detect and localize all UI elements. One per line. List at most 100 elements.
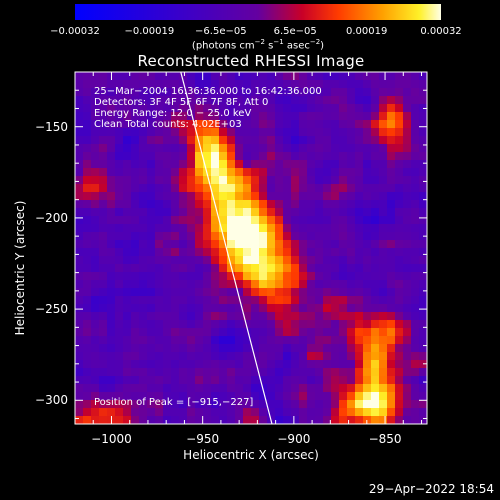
heatmap-cell (323, 256, 332, 265)
heatmap-cell (123, 328, 132, 337)
heatmap-cell (283, 240, 292, 249)
heatmap-cell (387, 144, 396, 153)
heatmap-cell (147, 184, 156, 193)
heatmap-cell (75, 416, 84, 425)
heatmap-cell (107, 200, 116, 209)
heatmap-cell (243, 208, 252, 217)
heatmap-cell (387, 176, 396, 185)
heatmap-cell (403, 336, 412, 345)
heatmap-cell (195, 344, 204, 353)
heatmap-cell (115, 112, 124, 121)
heatmap-cell (219, 384, 228, 393)
heatmap-cell (163, 120, 172, 129)
heatmap-cell (235, 128, 244, 137)
heatmap-cell (267, 128, 276, 137)
heatmap-cell (75, 168, 84, 177)
heatmap-cell (171, 160, 180, 169)
heatmap-cell (179, 368, 188, 377)
heatmap-cell (331, 296, 340, 305)
heatmap-cell (403, 320, 412, 329)
heatmap-cell (347, 240, 356, 249)
heatmap-cell (99, 144, 108, 153)
heatmap-cell (307, 160, 316, 169)
heatmap-cell (227, 168, 236, 177)
heatmap-cell (387, 216, 396, 225)
heatmap-cell (275, 144, 284, 153)
heatmap-cell (155, 272, 164, 281)
heatmap-cell (227, 216, 236, 225)
heatmap-cell (299, 224, 308, 233)
heatmap-cell (355, 280, 364, 289)
heatmap-cell (187, 408, 196, 417)
heatmap-cell (235, 344, 244, 353)
heatmap-cell (107, 184, 116, 193)
heatmap-cell (259, 120, 268, 129)
heatmap-cell (195, 104, 204, 113)
heatmap-cell (347, 136, 356, 145)
heatmap-cell (227, 400, 236, 409)
heatmap-cell (235, 400, 244, 409)
heatmap-cell (323, 264, 332, 273)
heatmap-cell (163, 248, 172, 257)
heatmap-cell (83, 352, 92, 361)
heatmap-cell (251, 80, 260, 89)
heatmap-cell (411, 304, 420, 313)
heatmap-cell (339, 176, 348, 185)
heatmap-cell (155, 360, 164, 369)
heatmap-cell (107, 80, 116, 89)
heatmap-cell (299, 312, 308, 321)
heatmap-cell (91, 208, 100, 217)
heatmap-cell (171, 112, 180, 121)
heatmap-cell (195, 368, 204, 377)
heatmap-cell (411, 152, 420, 161)
heatmap-cell (171, 408, 180, 417)
heatmap-cell (411, 416, 420, 425)
heatmap-cell (275, 264, 284, 273)
heatmap-cell (347, 200, 356, 209)
heatmap-cell (331, 168, 340, 177)
heatmap-cell (315, 72, 324, 81)
heatmap-cell (283, 384, 292, 393)
heatmap-cell (403, 288, 412, 297)
heatmap-cell (299, 304, 308, 313)
heatmap-cell (331, 208, 340, 217)
heatmap-cell (155, 96, 164, 105)
heatmap-cell (275, 384, 284, 393)
heatmap-cell (155, 296, 164, 305)
heatmap-cell (259, 208, 268, 217)
heatmap-cell (379, 328, 388, 337)
heatmap-cell (155, 312, 164, 321)
heatmap-cell (283, 72, 292, 81)
heatmap-cell (211, 328, 220, 337)
heatmap-cell (219, 144, 228, 153)
heatmap-cell (147, 248, 156, 257)
heatmap-cell (243, 144, 252, 153)
heatmap-cell (147, 112, 156, 121)
heatmap-cell (411, 80, 420, 89)
heatmap-cell (227, 160, 236, 169)
heatmap-cell (355, 392, 364, 401)
heatmap-cell (323, 280, 332, 289)
heatmap-cell (99, 288, 108, 297)
heatmap-cell (227, 240, 236, 249)
heatmap-cell (419, 128, 428, 137)
heatmap-cell (75, 368, 84, 377)
heatmap-cell (139, 208, 148, 217)
heatmap-cell (251, 112, 260, 121)
heatmap-cell (379, 184, 388, 193)
heatmap-cell (267, 288, 276, 297)
heatmap-cell (75, 344, 84, 353)
heatmap-cell (163, 352, 172, 361)
heatmap-cell (283, 272, 292, 281)
heatmap-cell (139, 304, 148, 313)
heatmap-cell (299, 272, 308, 281)
heatmap-cell (307, 264, 316, 273)
heatmap-cell (251, 392, 260, 401)
heatmap-cell (195, 152, 204, 161)
heatmap-cell (307, 120, 316, 129)
heatmap-cell (267, 400, 276, 409)
heatmap-cell (331, 392, 340, 401)
heatmap-cell (203, 144, 212, 153)
heatmap-cell (379, 320, 388, 329)
heatmap-cell (419, 136, 428, 145)
